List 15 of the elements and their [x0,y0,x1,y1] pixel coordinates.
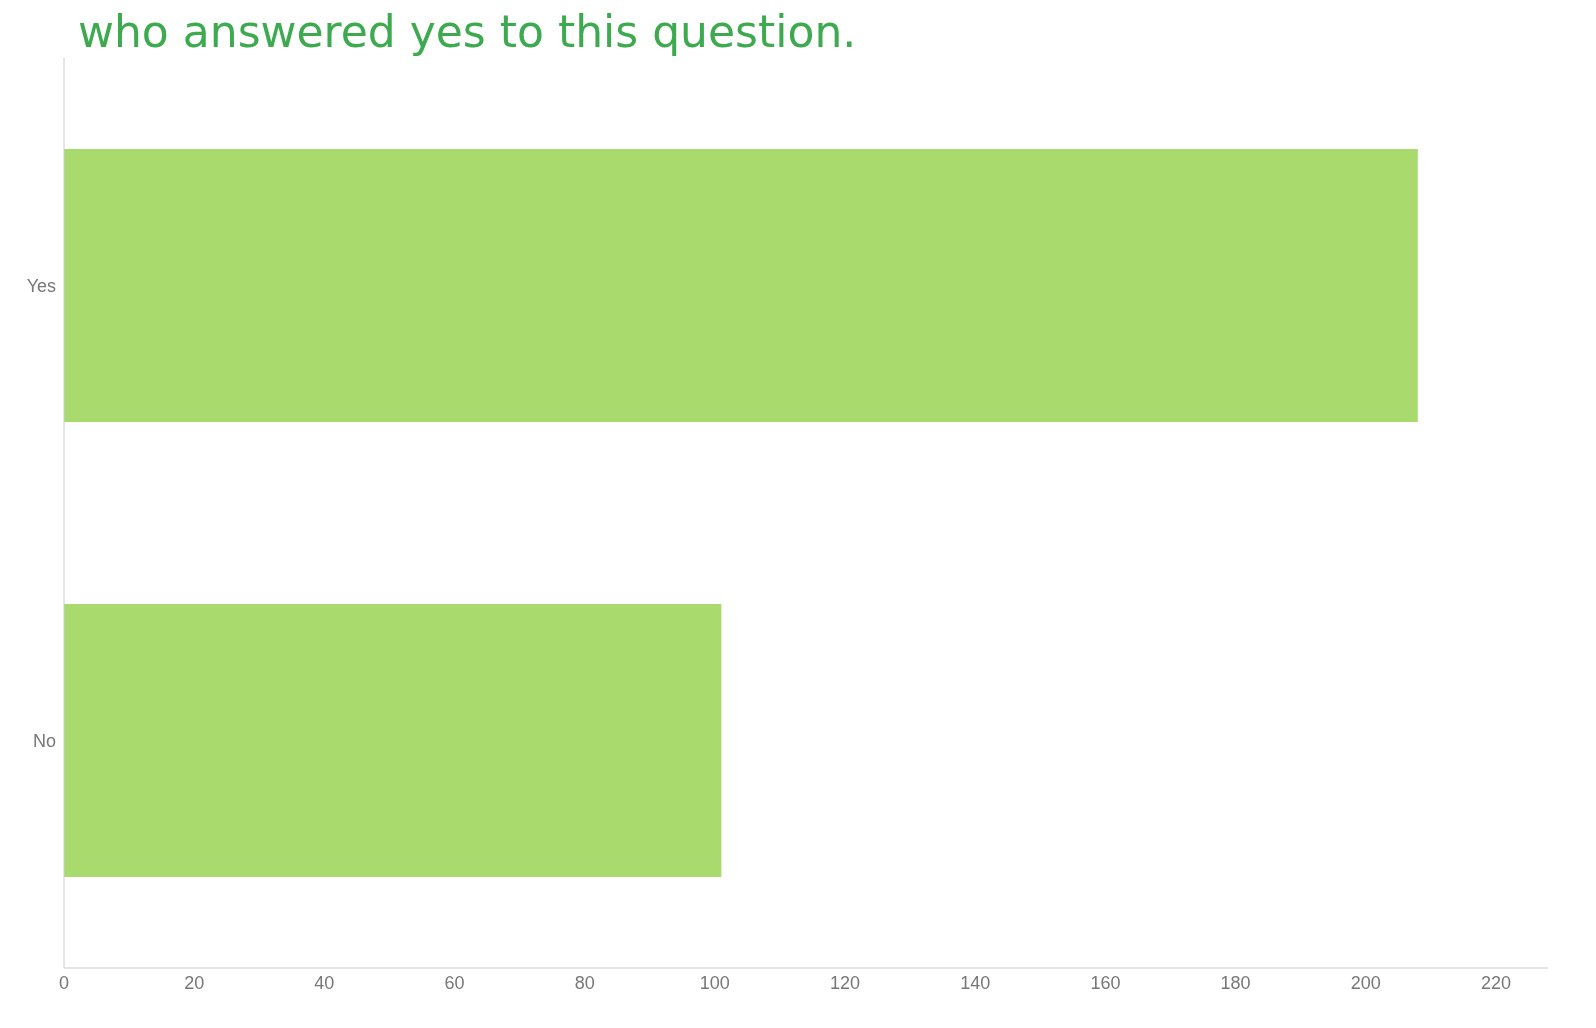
x-tick-label: 140 [960,972,991,993]
y-tick-label: Yes [26,275,56,296]
x-tick-label: 40 [314,972,335,993]
x-tick-label: 220 [1480,972,1511,993]
x-tick-label: 80 [574,972,595,993]
x-tick-label: 120 [830,972,861,993]
x-tick-label: 20 [184,972,205,993]
chart-title: who answered yes to this question. [78,6,857,57]
y-tick-label: No [32,730,56,751]
x-tick-label: 200 [1350,972,1381,993]
x-tick-label: 0 [58,972,70,993]
x-tick-label: 100 [699,972,730,993]
x-tick-label: 160 [1090,972,1121,993]
x-tick-label: 180 [1220,972,1251,993]
x-tick-label: 60 [444,972,465,993]
